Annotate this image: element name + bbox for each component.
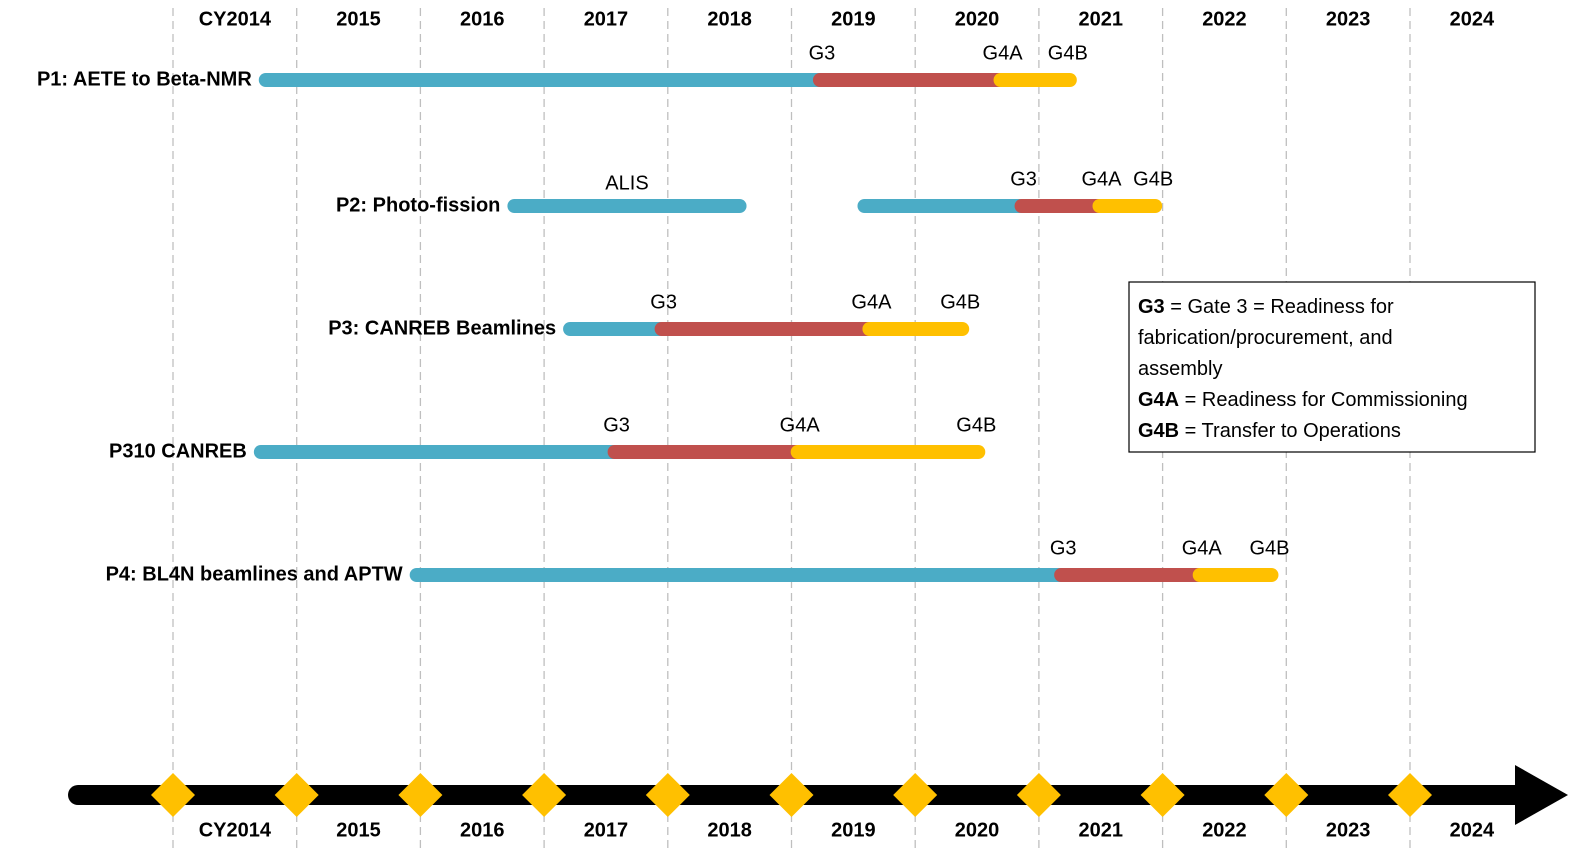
year-label-top: 2015 (336, 8, 381, 30)
legend-line: G4B = Transfer to Operations (1138, 420, 1401, 442)
year-label-top: 2018 (707, 8, 752, 30)
gate-label: G4B (1133, 168, 1173, 190)
year-diamond (1264, 773, 1309, 817)
year-label-bottom: 2021 (1079, 819, 1124, 841)
year-label-top: CY2014 (199, 8, 272, 30)
year-label-top: 2019 (831, 8, 876, 30)
year-label-bottom: 2023 (1326, 819, 1371, 841)
year-label-bottom: 2020 (955, 819, 1000, 841)
year-label-top: 2016 (460, 8, 505, 30)
year-label-top: 2023 (1326, 8, 1371, 30)
gate-label: G4B (1249, 537, 1289, 559)
gate-label: G3 (1010, 168, 1037, 190)
year-label-bottom: 2022 (1202, 819, 1247, 841)
year-label-bottom: CY2014 (199, 819, 272, 841)
row-label: P3: CANREB Beamlines (328, 317, 556, 339)
axis-arrow (1515, 765, 1568, 825)
year-diamond (274, 773, 319, 817)
legend-term: G3 (1138, 296, 1165, 318)
year-label-bottom: 2019 (831, 819, 876, 841)
gate-label: G4A (1081, 168, 1122, 190)
legend-box (1128, 281, 1536, 453)
gate-label: G4A (780, 414, 821, 436)
legend-line: G4A = Readiness for Commissioning (1138, 389, 1468, 411)
gate-label: G4B (956, 414, 996, 436)
year-label-top: 2024 (1450, 8, 1495, 30)
row-label: P310 CANREB (109, 440, 247, 462)
bar-label: ALIS (605, 172, 648, 194)
year-diamond (893, 773, 938, 817)
year-diamond (1016, 773, 1061, 817)
legend-text: = Gate 3 = Readiness for (1165, 296, 1394, 318)
legend-line: G3 = Gate 3 = Readiness for (1138, 296, 1394, 318)
gate-label: G4A (851, 291, 892, 313)
year-label-top: 2022 (1202, 8, 1247, 30)
gate-label: G3 (603, 414, 630, 436)
legend-text: = Readiness for Commissioning (1179, 389, 1467, 411)
year-label-top: 2017 (584, 8, 629, 30)
year-label-bottom: 2016 (460, 819, 505, 841)
row-label: P2: Photo-fission (336, 194, 500, 216)
year-label-top: 2021 (1079, 8, 1124, 30)
year-diamond (1140, 773, 1185, 817)
year-label-bottom: 2017 (584, 819, 629, 841)
legend-term: G4A (1138, 389, 1179, 411)
gate-label: G3 (1050, 537, 1077, 559)
year-diamond (1388, 773, 1432, 817)
year-label-top: 2020 (955, 8, 1000, 30)
row-label: P4: BL4N beamlines and APTW (106, 563, 403, 585)
gate-label: G4A (1182, 537, 1223, 559)
gate-label: G3 (809, 42, 836, 64)
gate-label: G4B (940, 291, 980, 313)
gate-label: G4A (983, 42, 1024, 64)
row-label: P1: AETE to Beta-NMR (37, 68, 252, 90)
year-label-bottom: 2015 (336, 819, 381, 841)
legend-term: G4B (1138, 420, 1179, 442)
year-label-bottom: 2024 (1450, 819, 1495, 841)
gate-label: G4B (1048, 42, 1088, 64)
year-label-bottom: 2018 (707, 819, 752, 841)
legend-text: assembly (1138, 358, 1222, 380)
legend-text: = Transfer to Operations (1179, 420, 1401, 442)
year-diamond (151, 773, 195, 817)
year-diamond (769, 773, 814, 817)
year-diamond (645, 773, 690, 817)
legend-line: fabrication/procurement, and (1138, 327, 1393, 349)
year-diamond (398, 773, 443, 817)
gate-label: G3 (650, 291, 677, 313)
legend-text: fabrication/procurement, and (1138, 327, 1393, 349)
legend-line: assembly (1138, 358, 1222, 380)
year-diamond (522, 773, 567, 817)
